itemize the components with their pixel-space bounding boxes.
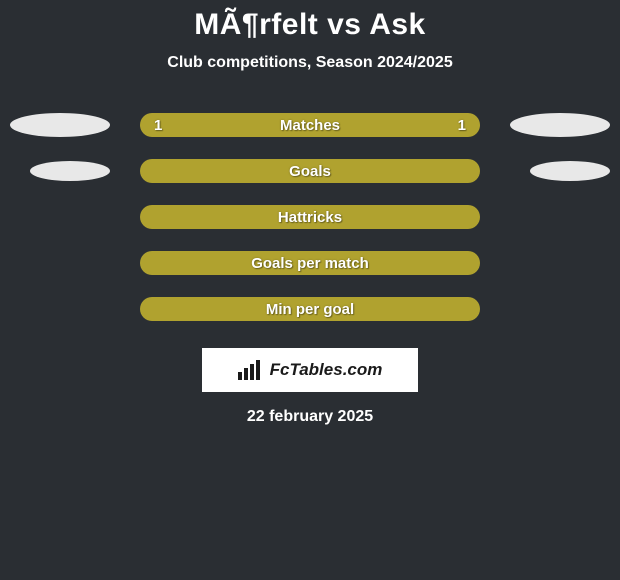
bar-label: Hattricks (278, 209, 342, 226)
bar-val-left: 1 (154, 117, 162, 134)
bar-label: Goals (289, 163, 331, 180)
bar-goals: Goals (140, 159, 480, 183)
page-title: MÃ¶rfelt vs Ask (0, 0, 620, 42)
bar-matches: 1 Matches 1 (140, 113, 480, 137)
bar-label: Matches (280, 117, 340, 134)
ellipse-right (530, 161, 610, 181)
bar-label: Goals per match (251, 255, 369, 272)
bar-hattricks: Hattricks (140, 205, 480, 229)
row-goals: Goals (0, 148, 620, 194)
subtitle: Club competitions, Season 2024/2025 (0, 54, 620, 72)
date-label: 22 february 2025 (0, 408, 620, 426)
bar-label: Min per goal (266, 301, 354, 318)
bar-val-right: 1 (458, 117, 466, 134)
bars-icon (238, 360, 264, 380)
row-hattricks: Hattricks (0, 194, 620, 240)
logo: FcTables.com (238, 360, 383, 380)
row-goals-per-match: Goals per match (0, 240, 620, 286)
bar-gpm: Goals per match (140, 251, 480, 275)
logo-text: FcTables.com (270, 360, 383, 380)
bar-mpg: Min per goal (140, 297, 480, 321)
ellipse-left (10, 113, 110, 137)
stats-rows: 1 Matches 1 Goals Hattricks Goals per ma… (0, 102, 620, 332)
row-min-per-goal: Min per goal (0, 286, 620, 332)
ellipse-left (30, 161, 110, 181)
ellipse-right (510, 113, 610, 137)
logo-box: FcTables.com (202, 348, 418, 392)
row-matches: 1 Matches 1 (0, 102, 620, 148)
